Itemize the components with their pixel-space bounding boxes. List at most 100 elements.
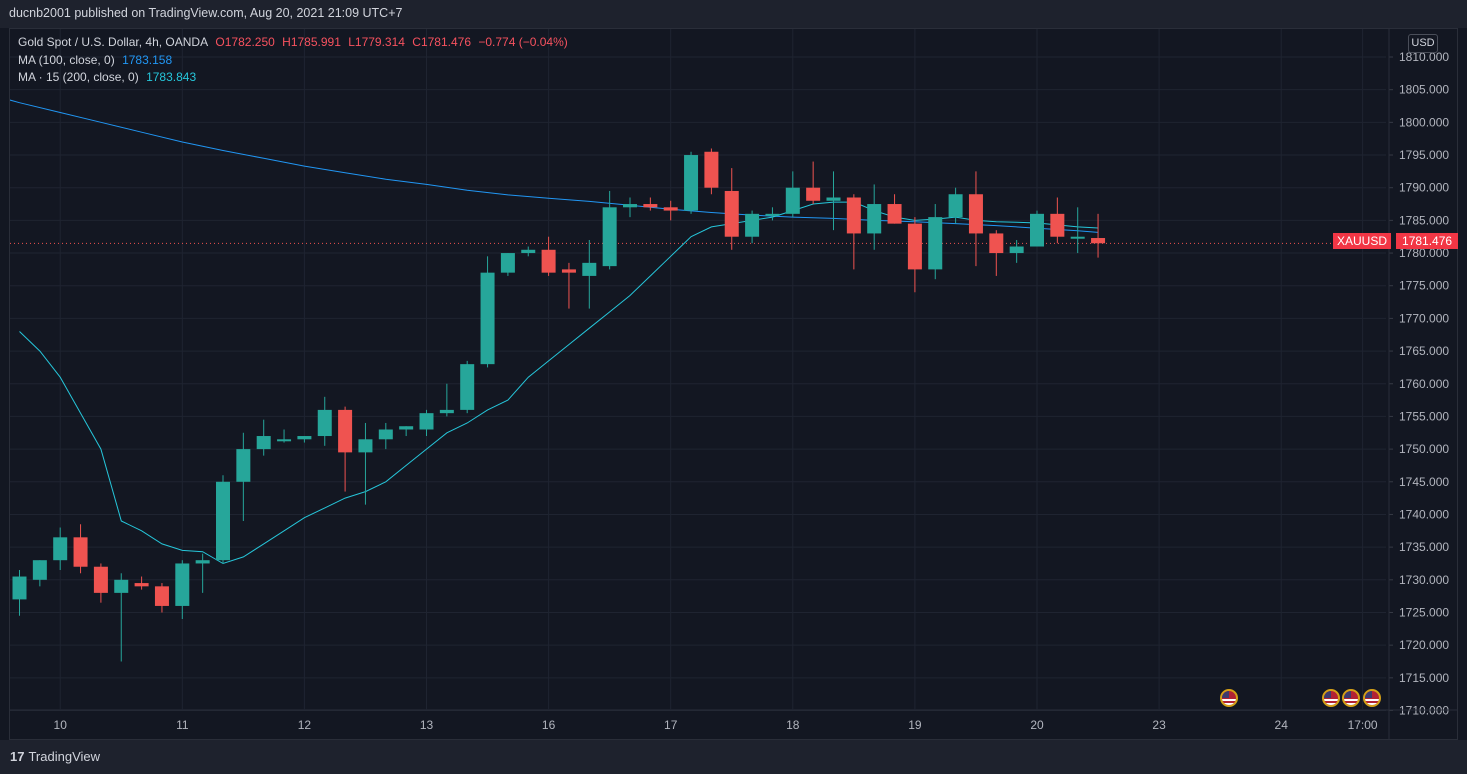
us-flag-event-icon[interactable]: [1342, 689, 1361, 707]
x-tick-label: 20: [1030, 718, 1044, 732]
candle-body: [134, 583, 149, 587]
candle-body: [907, 223, 922, 270]
candle-body: [1070, 236, 1085, 239]
candle-body: [623, 204, 637, 208]
y-tick-label: 1755.000: [1399, 409, 1449, 423]
candle-body: [32, 560, 47, 580]
x-tick-label: 10: [54, 718, 68, 732]
candle-body: [399, 426, 414, 430]
x-tick-label: 16: [542, 718, 556, 732]
chart-canvas[interactable]: 1710.0001715.0001720.0001725.0001730.000…: [10, 29, 1457, 739]
candle-body: [602, 207, 617, 267]
candle-body: [684, 155, 699, 211]
candle-body: [439, 409, 454, 414]
legend-low: L1779.314: [348, 35, 405, 49]
candle-body: [785, 187, 800, 214]
last-price-symbol: XAUUSD: [1333, 233, 1392, 249]
y-tick-label: 1770.000: [1399, 311, 1449, 325]
candle-body: [297, 436, 312, 440]
candle-body: [806, 187, 821, 201]
x-tick-label: 17:00: [1348, 718, 1378, 732]
legend-high: H1785.991: [282, 35, 341, 49]
tradingview-logo[interactable]: 17 TradingView: [10, 749, 100, 764]
x-tick-label: 19: [908, 718, 922, 732]
x-tick-label: 13: [420, 718, 434, 732]
candle-body: [968, 194, 983, 234]
tradingview-logo-text: TradingView: [28, 749, 101, 764]
candle-body: [236, 449, 251, 482]
candle-body: [561, 269, 576, 273]
y-tick-label: 1805.000: [1399, 83, 1449, 97]
candle-body: [928, 217, 943, 270]
footer-bar: 17 TradingView: [0, 740, 1467, 774]
x-tick-label: 11: [176, 718, 189, 732]
candle-body: [826, 197, 841, 201]
ma15-label: MA · 15 (200, close, 0): [18, 70, 139, 84]
candle-body: [114, 579, 129, 593]
candle-body: [867, 204, 882, 234]
candle-body: [500, 253, 515, 273]
candle-body: [378, 429, 393, 440]
legend-ma100: MA (100, close, 0) 1783.158: [18, 53, 176, 67]
y-tick-label: 1745.000: [1399, 475, 1449, 489]
candle-body: [1050, 213, 1065, 237]
y-tick-label: 1730.000: [1399, 573, 1449, 587]
ma15-line: [19, 201, 1099, 565]
y-tick-label: 1765.000: [1399, 344, 1449, 358]
candle-body: [745, 213, 760, 237]
candle-body: [480, 272, 495, 365]
legend-ohlc: Gold Spot / U.S. Dollar, 4h, OANDA O1782…: [18, 35, 572, 49]
candle-body: [521, 249, 536, 254]
candle-body: [256, 436, 271, 450]
us-flag-event-icon[interactable]: [1362, 689, 1381, 707]
candle-body: [53, 537, 68, 561]
candle-body: [541, 249, 556, 273]
candle-body: [460, 364, 475, 410]
y-tick-label: 1775.000: [1399, 279, 1449, 293]
candle-body: [12, 576, 27, 600]
legend-ma15: MA · 15 (200, close, 0) 1783.843: [18, 70, 200, 84]
candle-body: [948, 194, 963, 218]
candle-body: [663, 207, 678, 211]
legend-open: O1782.250: [215, 35, 275, 49]
y-tick-label: 1725.000: [1399, 605, 1449, 619]
candle-body: [887, 204, 902, 224]
y-tick-label: 1795.000: [1399, 148, 1449, 162]
candle-body: [73, 537, 88, 567]
candle-body: [989, 233, 1004, 254]
candle-body: [93, 566, 108, 593]
y-tick-label: 1780.000: [1399, 246, 1449, 260]
candle-body: [419, 413, 434, 430]
ma100-label: MA (100, close, 0): [18, 53, 115, 67]
legend-symbol: Gold Spot / U.S. Dollar, 4h, OANDA: [18, 35, 209, 49]
us-flag-event-icon[interactable]: [1220, 689, 1239, 707]
x-tick-label: 12: [298, 718, 312, 732]
x-tick-label: 24: [1275, 718, 1289, 732]
candle-body: [765, 213, 780, 216]
candle-body: [704, 151, 719, 188]
x-tick-label: 18: [786, 718, 800, 732]
candle-body: [1030, 213, 1044, 247]
candle-body: [724, 190, 739, 237]
x-tick-label: 23: [1152, 718, 1166, 732]
candle-body: [317, 409, 332, 437]
chart-frame: 1710.000 1715.000 1720.000 1725.000 1730.000…: [9, 28, 1458, 740]
legend-change: −0.774 (−0.04%): [478, 35, 568, 49]
candle-body: [195, 560, 210, 564]
candle-body: [846, 197, 861, 234]
y-tick-label: 1740.000: [1399, 507, 1449, 521]
us-flag-event-icon[interactable]: [1322, 689, 1341, 707]
y-tick-label: 1800.000: [1399, 115, 1449, 129]
tradingview-logo-icon: 17: [10, 749, 25, 764]
x-tick-label: 17: [664, 718, 678, 732]
y-tick-label: 1735.000: [1399, 540, 1449, 554]
candle-body: [643, 204, 658, 208]
candle-body: [338, 409, 353, 453]
ma15-value: 1783.843: [146, 70, 197, 84]
y-tick-label: 1720.000: [1399, 638, 1449, 652]
last-price-value: 1781.476: [1396, 233, 1459, 249]
last-price-tag: XAUUSD 1781.476: [1333, 233, 1459, 249]
publish-header: ducnb2001 published on TradingView.com, …: [0, 0, 1467, 28]
candle-body: [154, 586, 169, 606]
currency-button[interactable]: USD: [1408, 34, 1438, 53]
